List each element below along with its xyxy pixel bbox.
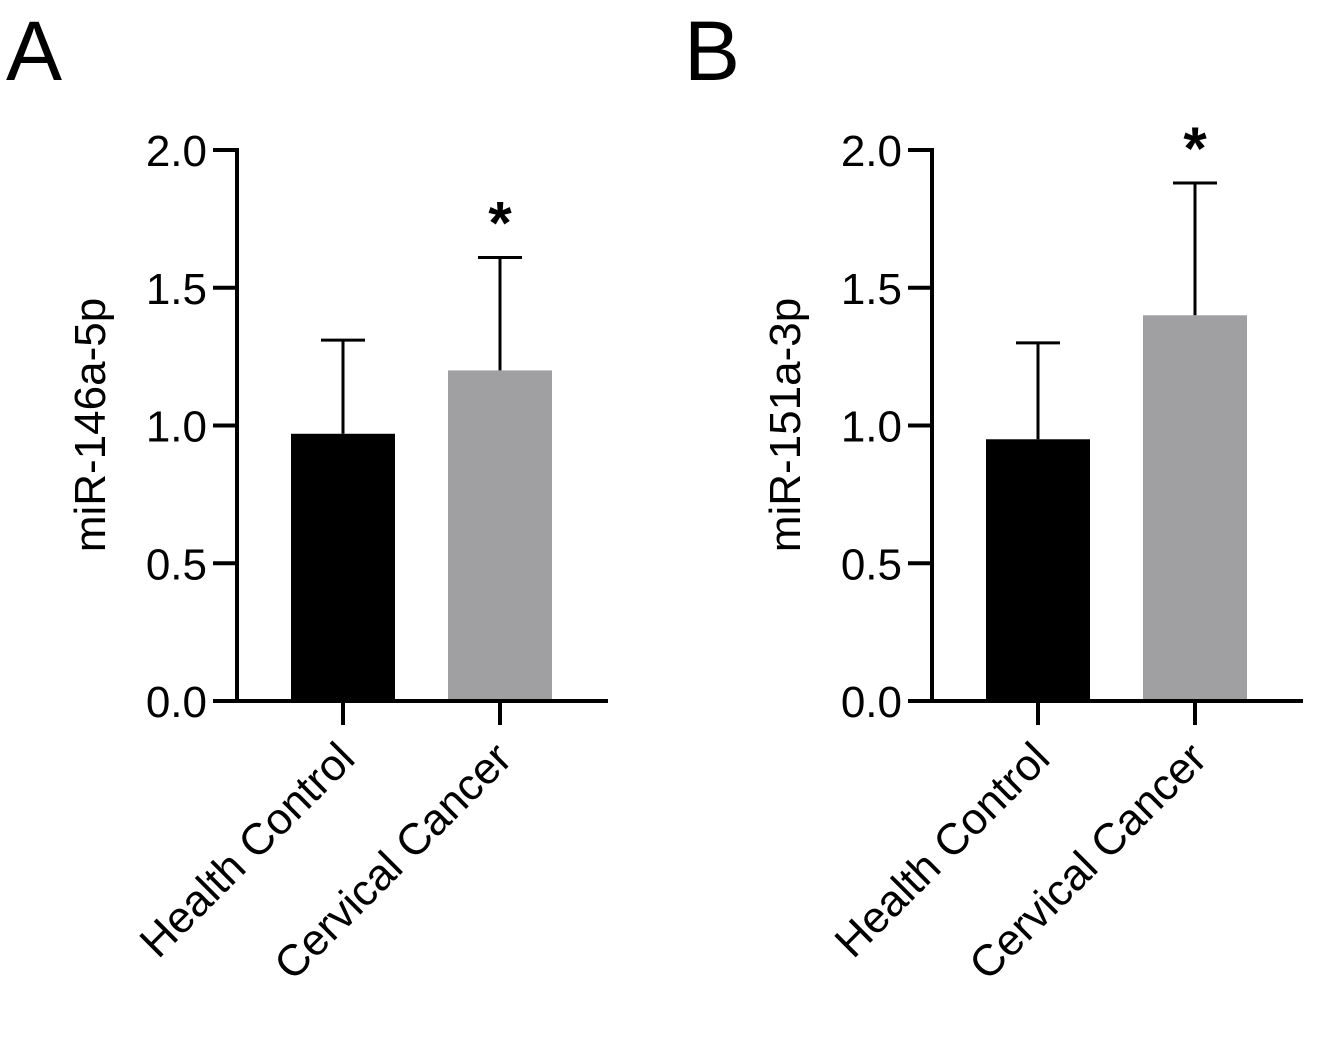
panel-a-y-tick-label-4: 2.0 [146,127,207,176]
panel-b-bar-1 [986,439,1090,701]
panel-b-y-tick-label-0: 0.0 [841,678,902,727]
panel-a-y-axis-title: miR-146a-5p [66,298,115,552]
panel-b-y-tick-label-2: 1.0 [841,403,902,452]
panel-b-y-tick-label-3: 1.5 [841,265,902,314]
panel-a-y-tick-label-3: 1.5 [146,265,207,314]
panel-b-y-tick-label-1: 0.5 [841,540,902,589]
panel-b-y-axis-title: miR-151a-3p [761,298,810,552]
panel-a-bar-2 [448,370,552,701]
panel-b-letter: B [684,4,740,98]
panel-b-significance-marker-1: * [1183,115,1207,182]
panel-a-bar-1 [291,433,395,701]
panel-a-letter: A [6,4,62,98]
panel-a-y-tick-label-2: 1.0 [146,403,207,452]
panel-b-bar-2 [1143,315,1247,701]
panel-b-y-tick-label-4: 2.0 [841,127,902,176]
panel-a-y-tick-label-0: 0.0 [146,678,207,727]
panel-a-y-tick-label-1: 0.5 [146,540,207,589]
panel-a-significance-marker-1: * [488,189,512,256]
